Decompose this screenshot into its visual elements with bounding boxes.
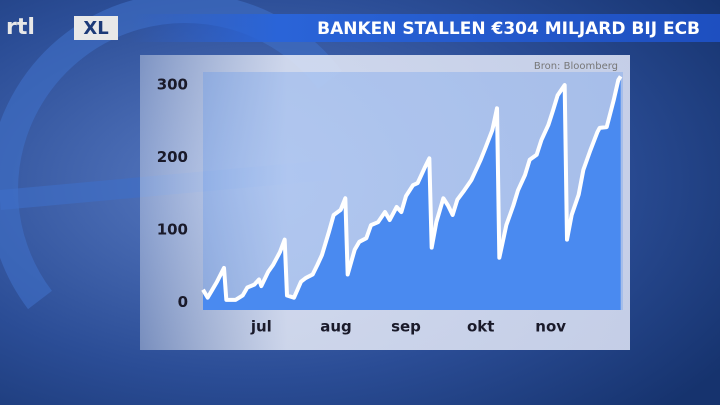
chart-title: BANKEN STALLEN €304 MILJARD BIJ ECB xyxy=(317,19,700,39)
x-tick-label: aug xyxy=(320,318,352,336)
logo-box xyxy=(74,16,118,40)
x-tick-label: okt xyxy=(467,318,494,336)
y-tick-label: 0 xyxy=(178,293,188,311)
title-bar xyxy=(130,14,720,42)
x-tick-label: nov xyxy=(535,318,566,336)
area xyxy=(203,76,621,310)
line xyxy=(201,75,623,302)
y-tick-label: 300 xyxy=(157,76,188,94)
y-tick-label: 100 xyxy=(157,221,188,239)
x-tick-label: sep xyxy=(391,318,421,336)
source: Bron: Bloomberg xyxy=(534,61,618,72)
logo-rtl: rtl xyxy=(6,15,35,40)
y-tick-label: 200 xyxy=(157,148,188,166)
x-tick-label: jul xyxy=(250,318,272,336)
logo-xl: XL xyxy=(83,18,108,39)
